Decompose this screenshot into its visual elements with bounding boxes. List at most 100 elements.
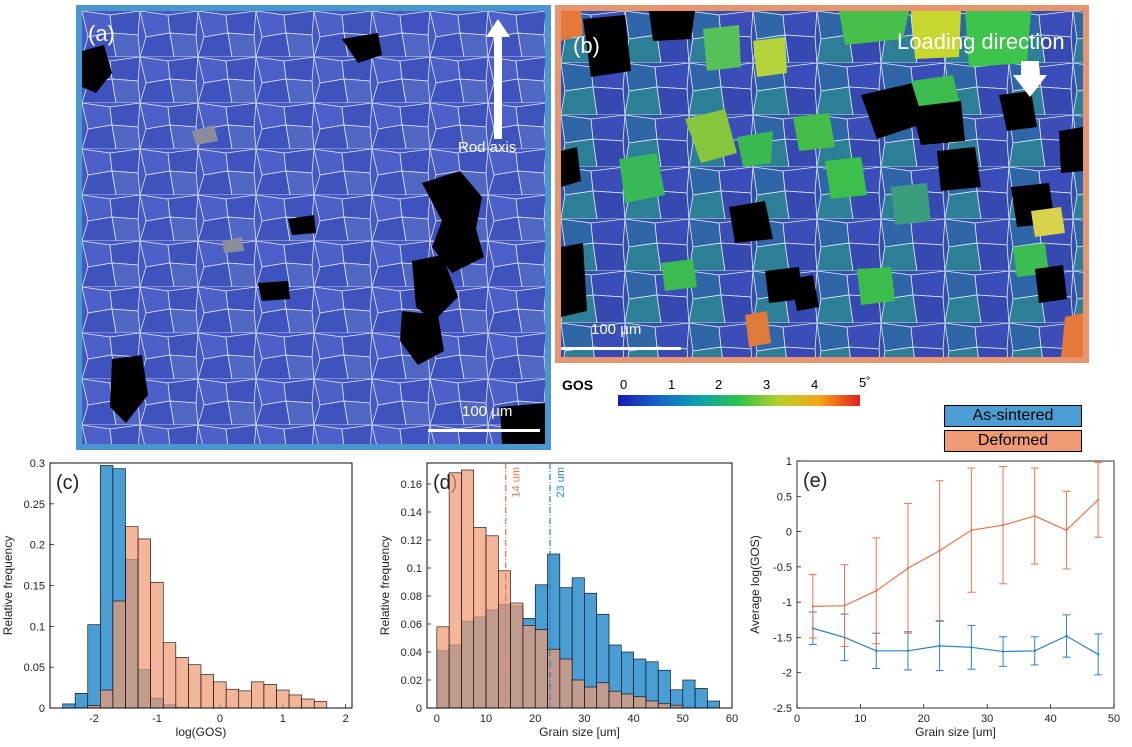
colorbar-tick: 5˚: [859, 375, 871, 390]
bar-as-sintered: [100, 465, 114, 709]
pore: [258, 281, 290, 301]
bar-as-sintered: [87, 624, 101, 709]
bar-deformed: [213, 681, 227, 709]
data-point: [970, 646, 973, 649]
loading-direction-label: Loading direction: [897, 29, 1065, 54]
data-point: [938, 549, 941, 552]
x-tick-label: 10: [854, 713, 866, 725]
pore: [192, 125, 218, 145]
bar-as-sintered: [74, 693, 89, 709]
bar-deformed: [547, 648, 561, 709]
bar-deformed: [571, 679, 585, 709]
y-tick-label: 0.15: [24, 581, 45, 593]
bar-deformed: [621, 693, 634, 709]
bar-as-sintered: [694, 688, 708, 709]
panel-tag: (e): [803, 470, 827, 492]
bar-deformed: [485, 535, 499, 709]
y-tick-label: 0.12: [401, 535, 422, 547]
x-tick-label: 2: [343, 713, 349, 725]
bar-deformed: [175, 657, 189, 709]
bar-deformed: [559, 658, 573, 709]
bar-deformed: [100, 689, 114, 709]
y-tick-label: 0: [416, 703, 422, 715]
data-point: [1033, 649, 1036, 653]
x-tick-label: 10: [480, 713, 492, 725]
bar-deformed: [670, 704, 684, 709]
micrograph-as-sintered: (a) Rod axis 100 µm: [76, 5, 551, 450]
bar-deformed: [238, 690, 252, 709]
bar-deformed: [448, 472, 462, 709]
data-point: [811, 605, 815, 608]
loading-arrow-icon: [1013, 61, 1047, 97]
bar-as-sintered: [657, 669, 671, 709]
colorbar-tick: 0: [620, 377, 628, 392]
bar-as-sintered: [62, 703, 76, 709]
data-point: [1096, 653, 1100, 656]
scale-bar-a: [428, 429, 540, 432]
bar-deformed: [188, 664, 202, 709]
x-tick-label: 40: [627, 713, 639, 725]
bar-deformed: [461, 469, 475, 709]
pore: [82, 45, 112, 93]
bar-deformed: [645, 700, 659, 709]
data-point: [906, 649, 910, 653]
y-tick-label: 0.08: [401, 591, 422, 603]
line-deformed: [812, 499, 1099, 607]
data-point: [1065, 528, 1068, 532]
pore: [342, 33, 382, 63]
data-point: [1096, 498, 1100, 502]
pore: [412, 255, 458, 321]
data-point: [1065, 634, 1068, 638]
x-tick-label: 50: [677, 713, 689, 725]
rod-axis-arrow-icon: [486, 19, 510, 139]
bar-deformed: [251, 681, 265, 709]
x-tick-label: 1: [280, 713, 286, 725]
colorbar-tick: 4: [811, 377, 819, 392]
bar-deformed: [657, 703, 671, 709]
chart-d-grain-size-histogram: 0 10 20 30 40 50 60 0 0.02 0.04 0.06 0.08 0.1 0.12 0.1…: [378, 462, 738, 739]
bar-as-sintered: [682, 679, 696, 709]
gos-colorbar: GOS 0 1 2 3 4 5˚: [562, 375, 871, 415]
x-tick-label: 0: [434, 713, 440, 725]
y-axis-label: Relative frequency: [1, 536, 15, 635]
y-tick-label: 0.1: [407, 563, 422, 575]
bar-deformed: [596, 682, 610, 709]
y-tick-label: 0: [786, 527, 792, 539]
median-label: 23 um: [555, 467, 567, 498]
pore: [110, 355, 148, 423]
bar-deformed: [263, 684, 277, 709]
scale-bar-b: [561, 347, 681, 350]
bar-deformed: [125, 526, 139, 709]
y-axis-label: Average log(GOS): [748, 535, 762, 634]
y-tick-label: 0.06: [401, 619, 422, 631]
x-axis-label: log(GOS): [176, 725, 227, 739]
colorbar-label: GOS: [562, 377, 594, 393]
bar-as-sintered: [707, 700, 721, 709]
y-tick-label: 0.25: [24, 499, 45, 511]
data-point: [906, 567, 910, 570]
bar-deformed: [200, 674, 214, 709]
rod-axis-label: Rod axis: [458, 139, 517, 156]
data-point: [970, 528, 973, 532]
x-tick-label: 40: [1044, 713, 1056, 725]
colorbar-gradient: [618, 395, 860, 406]
bar-deformed: [510, 602, 524, 709]
bar-deformed: [522, 625, 536, 709]
x-tick-label: 0: [217, 713, 223, 725]
y-tick-label: -0.5: [773, 562, 792, 574]
x-axis-label: Grain size [um]: [915, 725, 996, 739]
y-tick-label: 0: [39, 703, 45, 715]
colorbar-tick: 3: [763, 377, 771, 392]
bar-deformed: [633, 696, 647, 709]
bar-deformed: [313, 701, 328, 709]
bar-deformed: [288, 694, 302, 709]
bar-deformed: [137, 538, 151, 709]
y-tick-label: 0.1: [30, 621, 45, 633]
panel-a-tag: (a): [88, 21, 115, 46]
x-tick-label: 30: [578, 713, 590, 725]
y-tick-label: 1: [786, 456, 792, 468]
bar-deformed: [608, 690, 622, 709]
y-tick-label: 0.04: [401, 647, 422, 659]
grain-map-b: [561, 11, 1083, 357]
colorbar-tick: 2: [715, 377, 723, 392]
